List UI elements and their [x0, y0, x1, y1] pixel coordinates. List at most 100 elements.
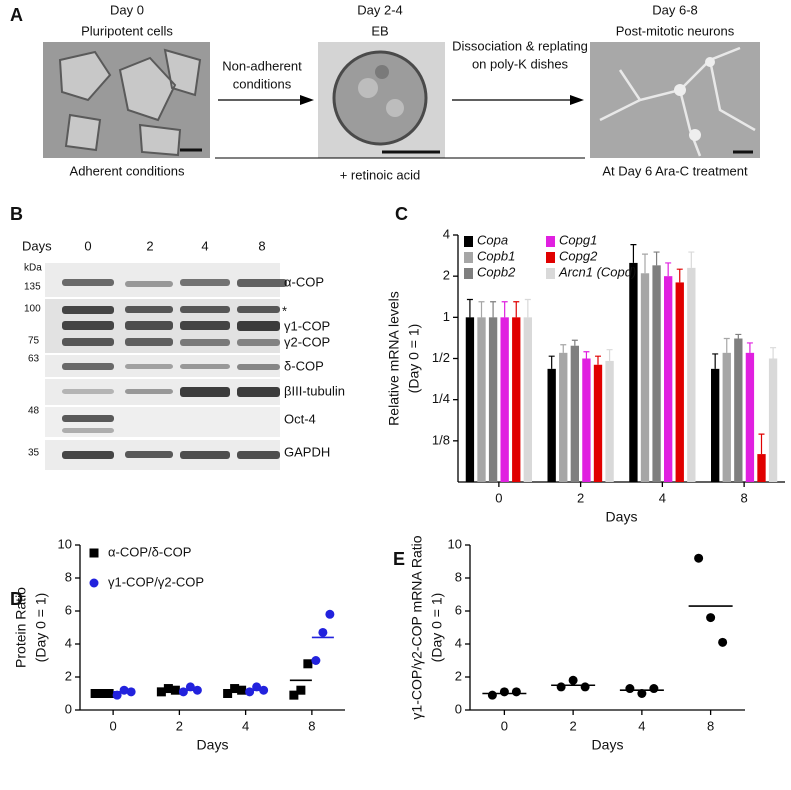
- y-tick-label: 6: [65, 602, 72, 617]
- y-axis-label: Protein Ratio: [13, 587, 29, 668]
- marker: 75: [28, 336, 40, 347]
- lane-label: 2: [146, 238, 153, 253]
- data-point: [289, 690, 299, 700]
- band-label: δ-COP: [284, 358, 324, 373]
- bar: [687, 267, 696, 482]
- band-label: γ2-COP: [284, 334, 330, 349]
- y-tick-label: 1/4: [432, 391, 450, 406]
- stage-name: EB: [371, 23, 388, 38]
- stage-day: Day 2-4: [357, 2, 403, 17]
- step-label: conditions: [233, 76, 292, 91]
- error-bar: [606, 349, 613, 361]
- legend-label: γ1-COP/γ2-COP: [108, 574, 204, 589]
- legend-swatch: [464, 268, 473, 279]
- error-bar: [642, 253, 649, 274]
- x-tick-label: 2: [570, 718, 577, 733]
- micrograph: [590, 42, 760, 158]
- error-bar: [478, 301, 485, 318]
- band-label: βIII-tubulin: [284, 383, 345, 398]
- error-bar: [594, 355, 601, 365]
- legend-label: Copg2: [559, 248, 598, 263]
- data-point: [318, 627, 328, 637]
- bar: [512, 317, 521, 482]
- legend-label: Copa: [477, 232, 508, 247]
- y-tick-label: 1/2: [432, 350, 450, 365]
- y-tick-label: 8: [455, 569, 462, 584]
- data-point: [303, 659, 313, 669]
- error-bar: [770, 347, 777, 359]
- data-point: [296, 685, 306, 695]
- bar: [629, 262, 638, 482]
- x-tick-label: 8: [741, 490, 748, 505]
- error-bar: [723, 337, 730, 353]
- legend-label: Copb1: [477, 248, 515, 263]
- y-tick-label: 2: [443, 268, 450, 283]
- stage-name: Post-mitotic neurons: [616, 23, 735, 38]
- x-tick-label: 4: [638, 718, 645, 733]
- y-tick-label: 4: [65, 635, 72, 650]
- marker: 35: [28, 448, 40, 459]
- arrow: [218, 95, 314, 105]
- legend-swatch: [464, 252, 473, 263]
- x-tick-label: 2: [176, 718, 183, 733]
- panel-label: B: [10, 204, 23, 224]
- marker: 100: [24, 304, 41, 315]
- panel-label: E: [393, 549, 405, 569]
- bar: [745, 352, 755, 482]
- condition: Adherent conditions: [70, 163, 185, 178]
- lane-label: 0: [84, 238, 91, 253]
- bar: [757, 454, 766, 482]
- marker: 135: [24, 282, 41, 293]
- data-point: [252, 682, 262, 692]
- y-tick-label: 1/8: [432, 432, 450, 447]
- y-tick-label: 1: [443, 309, 450, 324]
- y-tick-label: 10: [58, 536, 72, 551]
- error-bar: [758, 433, 765, 455]
- x-tick-label: 4: [242, 718, 249, 733]
- data-point: [230, 684, 240, 694]
- error-bar: [548, 355, 555, 369]
- error-bar: [712, 353, 719, 369]
- bar: [523, 317, 532, 482]
- band-label: α-COP: [284, 274, 324, 289]
- marker: 48: [28, 406, 40, 417]
- micrograph: [43, 42, 210, 158]
- band-label: GAPDH: [284, 444, 330, 459]
- y-tick-label: 0: [455, 701, 462, 716]
- bar: [734, 338, 743, 482]
- bar: [500, 317, 509, 482]
- bar: [675, 282, 684, 482]
- legend-label: Arcn1 (Copd): [558, 264, 636, 279]
- data-point: [718, 637, 728, 647]
- x-tick-label: 4: [659, 490, 666, 505]
- data-point: [311, 656, 321, 665]
- condition: At Day 6 Ara-C treatment: [602, 163, 748, 178]
- error-bar: [583, 351, 590, 359]
- legend-swatch: [546, 252, 555, 263]
- data-point: [568, 675, 578, 685]
- error-bar: [735, 333, 742, 339]
- lane-header: Days: [22, 238, 52, 253]
- x-axis-label: Days: [197, 737, 229, 753]
- band-label: γ1-COP: [284, 318, 330, 333]
- data-point: [637, 689, 647, 698]
- x-tick-label: 0: [495, 490, 502, 505]
- data-point: [511, 687, 521, 697]
- y-axis-label: γ1-COP/γ2-COP mRNA Ratio: [409, 535, 425, 719]
- legend-label: α-COP/δ-COP: [108, 544, 191, 559]
- step-label: Dissociation & replating: [452, 38, 588, 53]
- x-tick-label: 0: [110, 718, 117, 733]
- legend-marker: [89, 578, 99, 588]
- y-axis-label: Relative mRNA levels: [386, 291, 402, 426]
- data-point: [487, 690, 497, 700]
- error-bar: [490, 301, 497, 318]
- bar: [768, 358, 778, 482]
- error-bar: [571, 339, 578, 346]
- legend-label: Copb2: [477, 264, 516, 279]
- data-point: [112, 690, 122, 700]
- bar: [711, 368, 720, 482]
- stage-name: Pluripotent cells: [81, 23, 173, 38]
- legend-marker: [89, 548, 99, 558]
- data-point: [706, 613, 716, 623]
